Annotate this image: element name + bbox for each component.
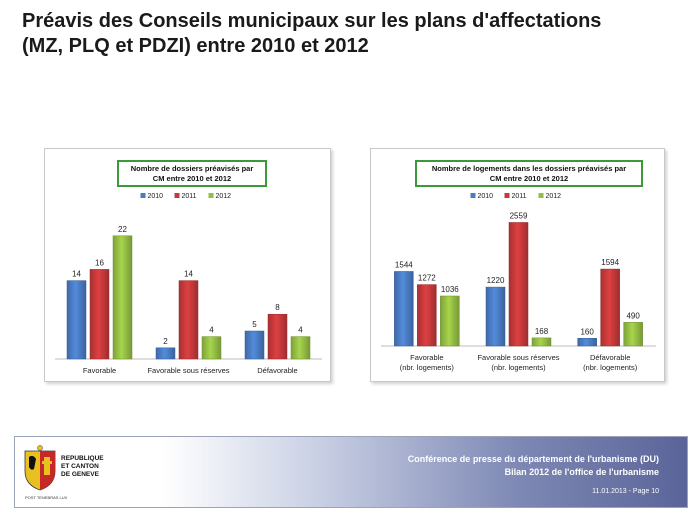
bar-2010-1 (155, 347, 176, 360)
footer-banner: REPUBLIQUE ET CANTON DE GENEVE POST TENE… (14, 436, 688, 508)
data-label-2010-0: 14 (72, 270, 81, 279)
legend-swatch-2012 (208, 193, 214, 198)
legend-label-2012: 2012 (546, 193, 562, 200)
bar-2012-2 (623, 322, 643, 347)
title-line-2: (MZ, PLQ et PDZI) entre 2010 et 2012 (22, 35, 369, 57)
bar-2012-0 (440, 295, 460, 347)
bar-2011-1 (178, 280, 199, 360)
legend-swatch-2011 (504, 193, 510, 198)
bar-2011-0 (89, 269, 110, 360)
data-label-2012-1: 4 (209, 326, 214, 335)
data-label-2010-0: 1544 (395, 260, 413, 269)
bar-2011-2 (267, 313, 288, 360)
title-line-1: Préavis des Conseils municipaux sur les … (22, 10, 602, 32)
chart-title-line: Nombre de dossiers préavisés par (131, 164, 254, 173)
category-label-2: Défavorable (590, 353, 630, 362)
legend-swatch-2011 (174, 193, 180, 198)
category-label-1: (nbr. logements) (491, 363, 546, 372)
chart-title-line: Nombre de logements dans les dossiers pr… (432, 164, 626, 173)
data-label-2011-1: 2559 (510, 211, 528, 220)
bar-2011-0 (417, 284, 437, 347)
data-label-2012-1: 168 (535, 327, 549, 336)
data-label-2010-2: 5 (252, 320, 257, 329)
legend-swatch-2012 (538, 193, 544, 198)
legend-label-2012: 2012 (216, 193, 232, 200)
bar-2012-2 (290, 336, 311, 360)
data-label-2012-2: 490 (626, 311, 640, 320)
data-label-2012-0: 1036 (441, 285, 459, 294)
data-label-2011-2: 8 (275, 303, 280, 312)
category-label-2: Défavorable (257, 366, 297, 375)
bar-2010-2 (577, 338, 597, 347)
dossiers-chart: Nombre de dossiers préavisés par CM entre… (44, 148, 331, 382)
legend-label-2011: 2011 (512, 193, 527, 200)
bar-2011-2 (600, 268, 620, 347)
chart-title-box (117, 160, 267, 187)
footer-page-number: 11.01.2013 - Page 10 (592, 488, 659, 495)
data-label-2011-2: 1594 (601, 258, 619, 267)
legend-label-2010: 2010 (148, 193, 164, 200)
geneva-coat-of-arms-icon (24, 445, 56, 491)
data-label-2012-2: 4 (298, 326, 303, 335)
bar-2012-1 (201, 336, 222, 360)
bar-2010-2 (244, 330, 265, 360)
bar-2012-0 (112, 235, 133, 360)
data-label-2012-0: 22 (118, 225, 127, 234)
legend-label-2011: 2011 (182, 193, 197, 200)
slide-title: Préavis des Conseils municipaux sur les … (22, 9, 682, 59)
category-label-0: Favorable (410, 353, 443, 362)
logements-chart: Nombre de logements dans les dossiers pr… (370, 148, 665, 382)
footer-conference-title: Conférence de presse du département de l… (407, 454, 659, 464)
category-label-2: (nbr. logements) (583, 363, 638, 372)
bar-2010-1 (485, 286, 506, 347)
legend-swatch-2010 (140, 193, 146, 198)
logo-motto: POST TENEBRAS LUX (25, 495, 68, 500)
category-label-1: Favorable sous réserves (147, 366, 229, 375)
bar-2011-1 (508, 222, 529, 347)
chart-title-box (415, 160, 643, 187)
chart-title-line: CM entre 2010 et 2012 (153, 174, 231, 183)
legend-label-2010: 2010 (478, 193, 494, 200)
category-label-0: (nbr. logements) (400, 363, 455, 372)
data-label-2011-1: 14 (184, 270, 193, 279)
chart-title-line: CM entre 2010 et 2012 (490, 174, 568, 183)
logements-chart-svg: Nombre de logements dans les dossiers pr… (381, 160, 656, 372)
geneva-logo: REPUBLIQUE ET CANTON DE GENEVE POST TENE… (23, 445, 105, 501)
logo-text: REPUBLIQUE ET CANTON DE GENEVE (61, 455, 104, 478)
legend-swatch-2010 (470, 193, 476, 198)
data-label-2011-0: 1272 (418, 274, 436, 283)
category-label-0: Favorable (83, 366, 116, 375)
data-label-2010-1: 1220 (487, 276, 505, 285)
bar-2010-0 (66, 280, 87, 360)
data-label-2010-2: 160 (580, 327, 594, 336)
data-label-2011-0: 16 (95, 258, 104, 267)
footer-subtitle: Bilan 2012 de l'office de l'urbanisme (504, 467, 659, 477)
category-label-1: Favorable sous réserves (477, 353, 559, 362)
bar-2012-1 (531, 337, 552, 347)
data-label-2010-1: 2 (163, 337, 168, 346)
bar-2010-0 (394, 271, 414, 347)
